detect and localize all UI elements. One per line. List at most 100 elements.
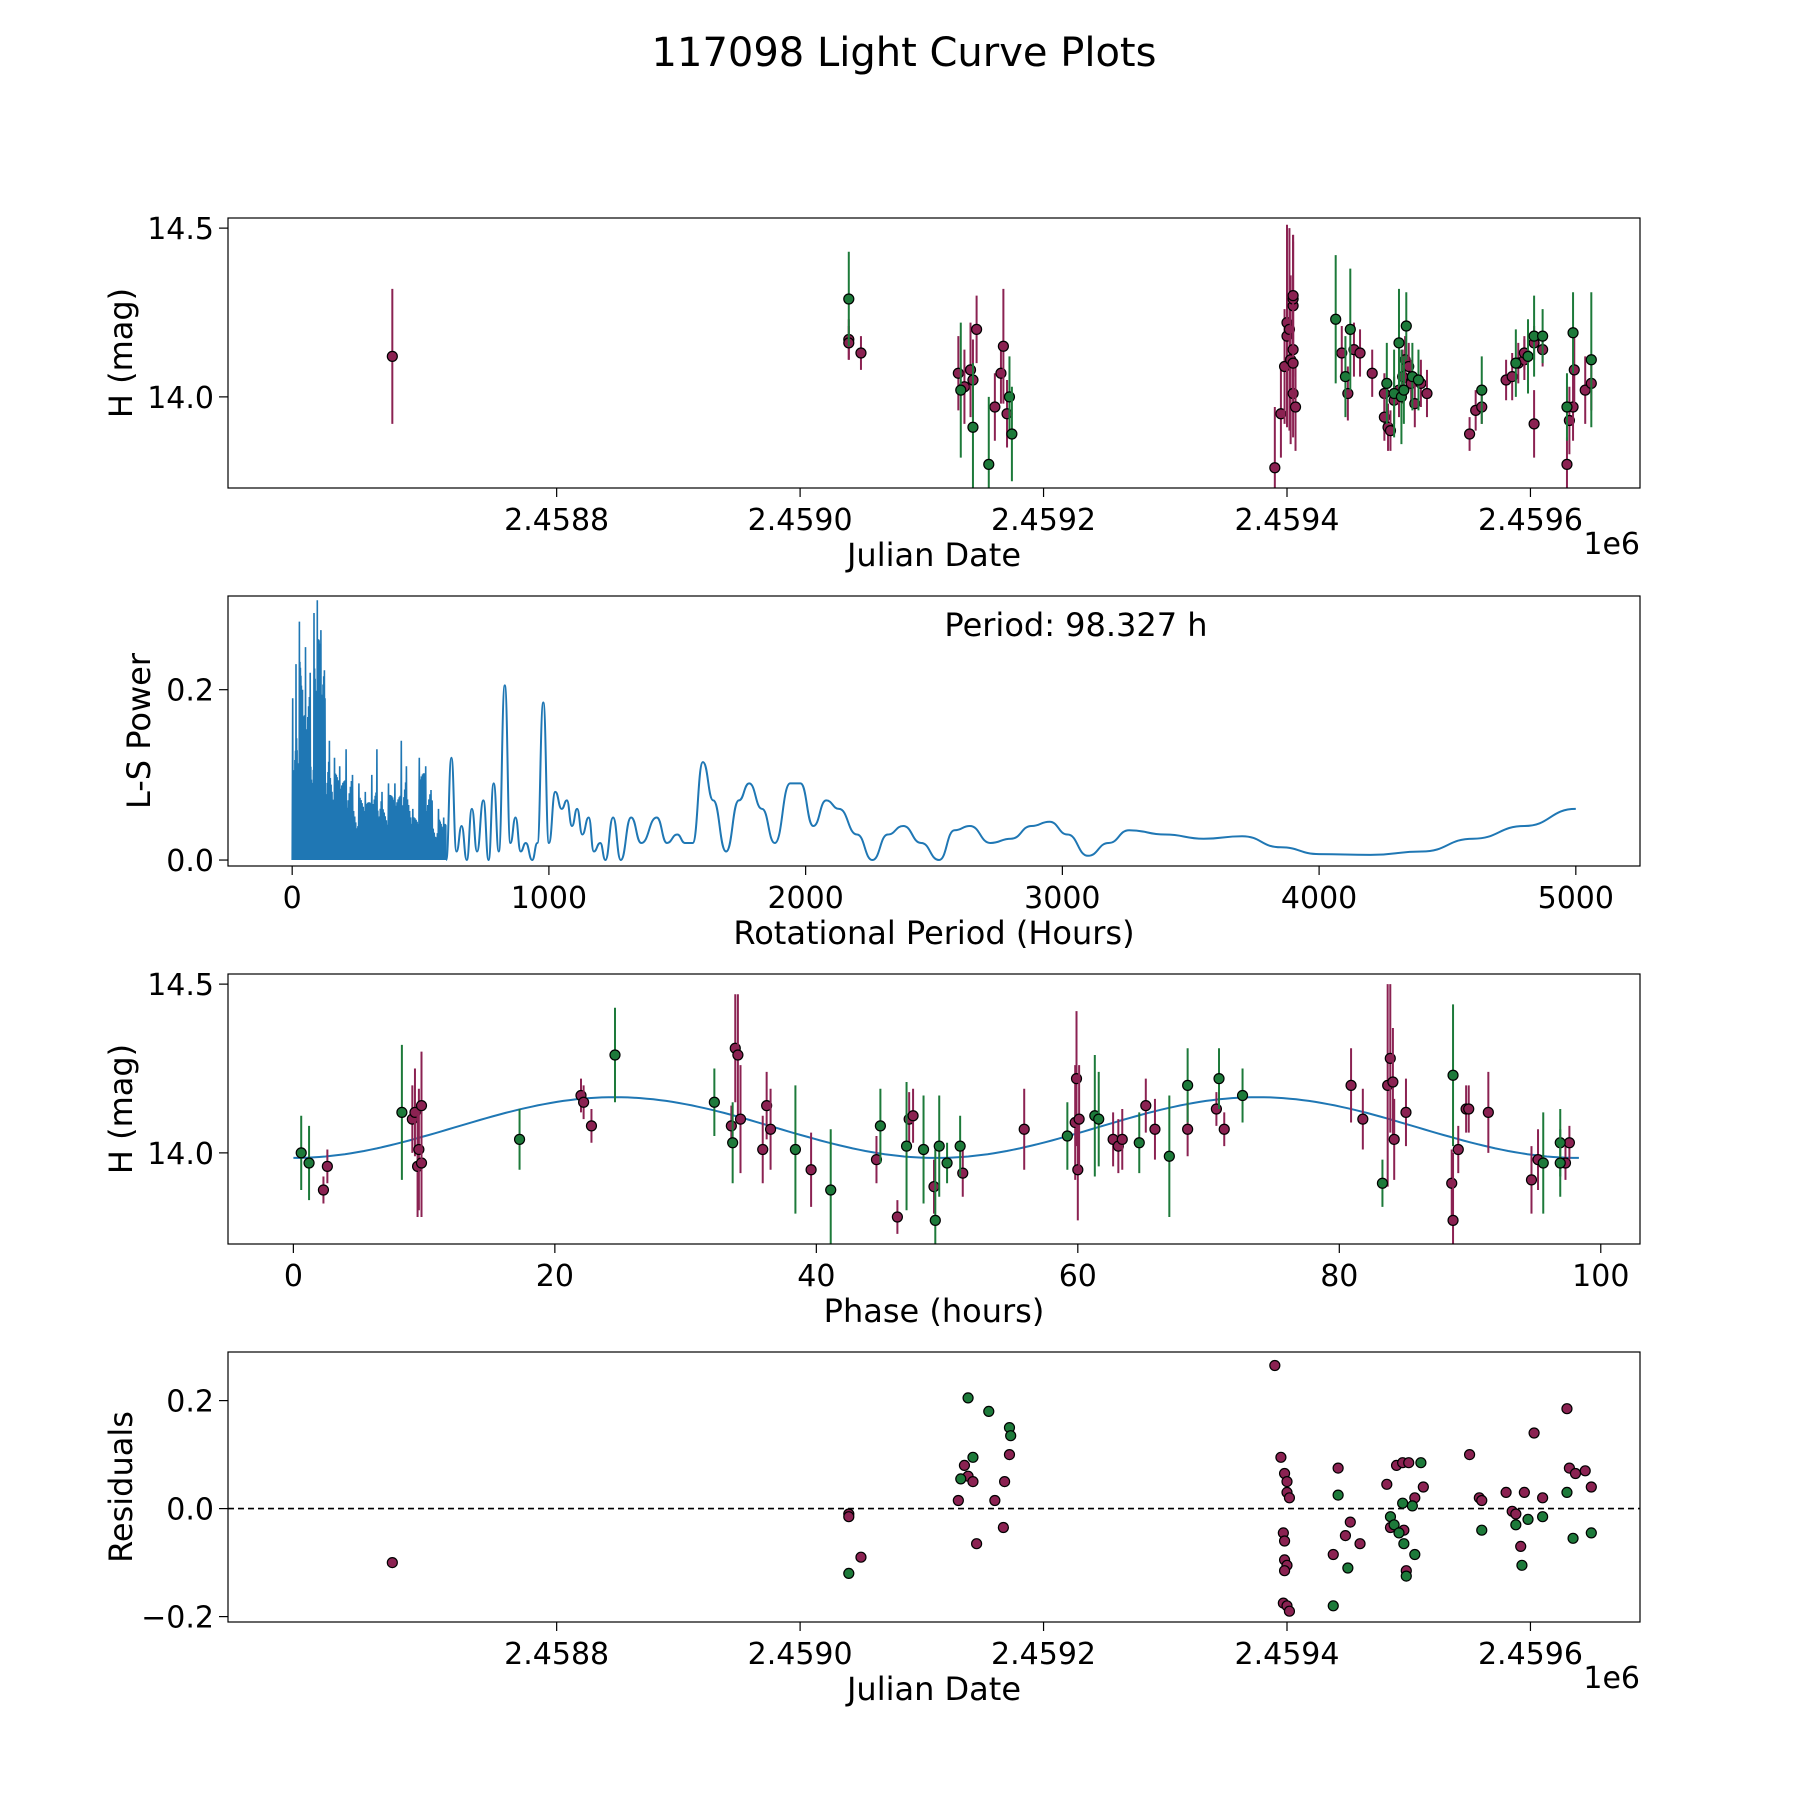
maroon-data-point <box>732 1049 744 1061</box>
x-tick-label: 2.4590 <box>748 1637 853 1672</box>
maroon-data-point <box>1563 1137 1576 1149</box>
maroon-data-point <box>1421 387 1433 400</box>
maroon-data-point <box>1528 1427 1540 1439</box>
green-data-point <box>727 1137 739 1149</box>
maroon-data-point <box>1403 1457 1415 1469</box>
maroon-data-point <box>1327 1548 1339 1561</box>
green-data-point <box>955 1473 967 1485</box>
maroon-data-point <box>952 1494 964 1507</box>
maroon-data-point <box>725 1120 737 1132</box>
maroon-data-point <box>1515 1540 1527 1553</box>
maroon-data-point <box>1506 371 1518 383</box>
maroon-data-point <box>409 1106 421 1118</box>
x-axis-label: Julian Date <box>845 1670 1021 1708</box>
maroon-data-point <box>386 1556 398 1569</box>
maroon-data-point <box>1354 347 1366 359</box>
green-data-point <box>874 1120 886 1132</box>
green-data-point <box>1554 1157 1566 1169</box>
green-data-point <box>1342 1562 1354 1574</box>
maroon-data-point <box>1381 1478 1393 1490</box>
maroon-data-point <box>1336 347 1348 359</box>
x-tick-label: 2.4590 <box>748 503 853 538</box>
maroon-data-point <box>1579 1465 1591 1477</box>
maroon-data-point <box>761 1100 773 1112</box>
maroon-data-point <box>1537 1492 1549 1504</box>
x-tick-label: 20 <box>536 1259 574 1294</box>
period-annotation: Period: 98.327 h <box>944 606 1207 644</box>
plot-area <box>293 984 1579 1244</box>
x-tick-label: 2.4596 <box>1478 1637 1583 1672</box>
maroon-data-point <box>1278 1535 1291 1547</box>
green-data-point <box>1398 384 1410 396</box>
green-data-point <box>1398 1538 1410 1550</box>
maroon-data-point <box>1332 1462 1344 1474</box>
maroon-data-point <box>1463 1103 1475 1115</box>
maroon-data-point <box>971 323 983 335</box>
maroon-data-point <box>964 364 977 376</box>
green-data-point <box>1376 1177 1389 1189</box>
green-data-point <box>1093 1113 1105 1125</box>
green-data-point <box>967 1451 979 1463</box>
green-data-point <box>1005 1430 1017 1442</box>
x-offset-label: 1e6 <box>1583 1661 1640 1696</box>
green-data-point <box>1537 1511 1549 1523</box>
green-data-point <box>708 1096 720 1108</box>
x-tick-label: 2.4594 <box>1235 1637 1340 1672</box>
x-offset-label: 1e6 <box>1583 527 1640 562</box>
maroon-data-point <box>1289 401 1302 413</box>
maroon-data-point <box>843 1511 855 1523</box>
maroon-data-point <box>1140 1100 1152 1112</box>
maroon-data-point <box>386 350 398 362</box>
maroon-data-point <box>1339 1529 1352 1542</box>
maroon-data-point <box>1357 1113 1369 1125</box>
green-data-point <box>1133 1137 1145 1149</box>
green-data-point <box>1409 1548 1421 1561</box>
maroon-data-point <box>1569 1467 1582 1480</box>
periodogram-spikes <box>291 600 447 861</box>
maroon-data-point <box>1116 1133 1128 1145</box>
x-tick-label: 0 <box>283 881 302 916</box>
y-axis-label: H (mag) <box>102 288 140 418</box>
x-tick-label: 2.4588 <box>504 503 609 538</box>
green-data-point <box>1561 401 1573 413</box>
green-data-point <box>929 1214 941 1226</box>
maroon-data-point <box>1218 1123 1230 1135</box>
green-data-point <box>955 384 967 396</box>
maroon-data-point <box>1345 1079 1357 1091</box>
maroon-data-point <box>989 1494 1001 1507</box>
maroon-data-point <box>1281 1475 1293 1488</box>
green-data-point <box>954 1140 966 1152</box>
green-data-point <box>962 1392 974 1404</box>
green-data-point <box>1327 1600 1339 1612</box>
maroon-data-point <box>1384 425 1397 437</box>
green-data-point <box>983 458 995 470</box>
green-data-point <box>1510 357 1522 369</box>
green-data-point <box>1537 330 1549 342</box>
y-tick-label: 14.0 <box>147 381 214 416</box>
x-tick-label: 2.4594 <box>1235 503 1340 538</box>
maroon-data-point <box>1072 1164 1084 1176</box>
maroon-data-point <box>1073 1113 1085 1125</box>
plot-area <box>386 224 1597 488</box>
maroon-data-point <box>757 1143 769 1156</box>
x-tick-label: 2.4592 <box>991 1637 1096 1672</box>
phased-curve-panel: 0 20 40 60 80 100 14.0 14.5 Phase (hours) H (mag) <box>102 968 1641 1330</box>
residuals-panel: 2.4588 2.4590 2.4592 2.4594 2.4596 −0.2 0.0 0.2… <box>102 1351 1641 1708</box>
maroon-data-point <box>855 347 867 359</box>
maroon-data-point <box>952 367 964 379</box>
x-tick-label: 100 <box>1572 1259 1629 1294</box>
green-data-point <box>917 1143 930 1156</box>
x-tick-label: 2.4592 <box>991 503 1096 538</box>
x-tick-label: 60 <box>1059 1259 1097 1294</box>
maroon-data-point <box>1528 418 1540 430</box>
maroon-data-point <box>1417 1481 1429 1493</box>
y-tick-label: 0.2 <box>166 674 214 709</box>
green-data-point <box>1182 1079 1194 1091</box>
green-data-point <box>983 1405 995 1418</box>
maroon-data-point <box>1388 1133 1400 1145</box>
maroon-data-point <box>1510 1508 1522 1520</box>
light-curve-panel: 2.4588 2.4590 2.4592 2.4594 2.4596 14.0 14.5 Ju… <box>102 212 1641 574</box>
green-data-point <box>825 1184 837 1196</box>
axes-frame <box>227 217 1641 489</box>
green-data-point <box>1567 1532 1579 1544</box>
